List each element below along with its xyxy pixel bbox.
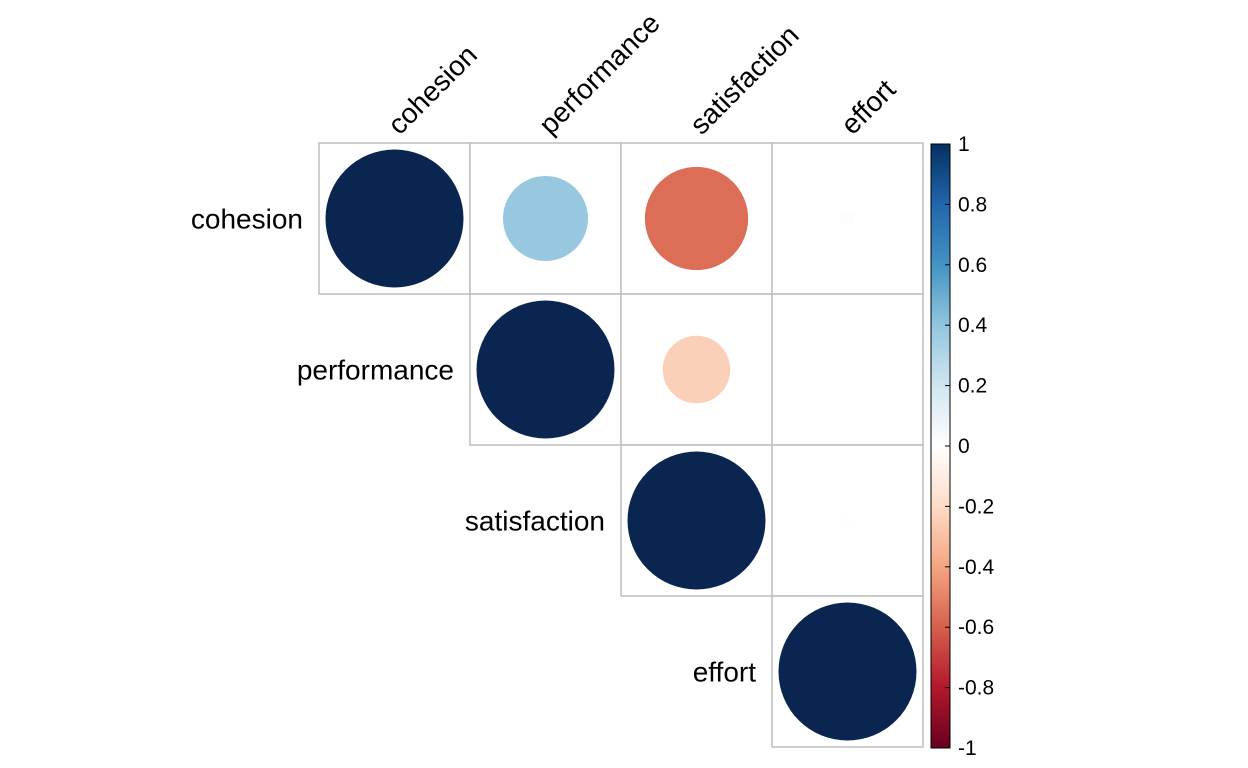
matrix-cell-performance-effort [771,293,924,446]
correlation-circle-cohesion-cohesion [325,149,464,288]
colorbar-tick-label: 0.2 [958,375,987,398]
correlation-circles [325,149,917,741]
colorbar-tick-label: 0.4 [958,314,988,337]
colorbar-tick-label: -0.8 [958,677,994,700]
colorbar-tick-label: 0.6 [958,254,987,277]
correlation-circle-satisfaction-effort [842,515,853,526]
row-label-performance: performance [297,355,454,386]
correlation-circle-performance-satisfaction [662,335,731,404]
column-label-effort: effort [835,73,902,140]
column-label-cohesion: cohesion [382,39,483,140]
colorbar-tick-label: 0.8 [958,193,987,216]
row-labels: cohesion performance satisfaction effort [191,204,756,688]
column-label-performance: performance [533,7,666,140]
colorbar-tick-label: -0.6 [958,616,994,639]
row-label-effort: effort [693,657,757,688]
correlation-circle-cohesion-effort [840,211,855,226]
column-label-satisfaction: satisfaction [684,19,805,140]
correlation-circle-cohesion-satisfaction [644,166,749,271]
column-labels: cohesion performance satisfaction effort [382,7,902,140]
colorbar-tick-label: 1 [958,133,970,156]
colorbar-tick-label: -0.4 [958,556,995,579]
correlation-circle-satisfaction-satisfaction [627,451,766,590]
colorbar-tick-label: 0 [958,435,970,458]
colorbar: 1 0.8 0.6 0.4 0.2 0 -0.2 -0.4 -0.6 -0.8 -1 [930,133,995,760]
row-label-cohesion: cohesion [191,204,303,235]
colorbar-tick-label: -1 [958,737,977,760]
correlation-circle-effort-effort [778,602,917,741]
correlation-circle-performance-performance [476,300,615,439]
row-label-satisfaction: satisfaction [465,506,605,537]
colorbar-tick-label: -0.2 [958,495,994,518]
correlation-circle-cohesion-performance [502,175,589,262]
